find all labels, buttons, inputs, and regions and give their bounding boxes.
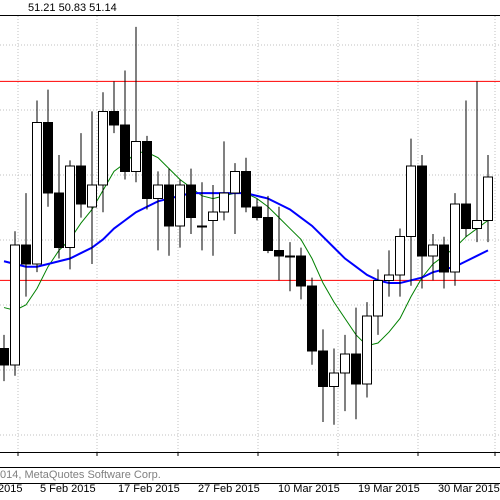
x-axis-labels: 2015 5 Feb 2015 17 Feb 2015 27 Feb 2015 10 M… [0, 483, 500, 497]
candlestick-chart[interactable] [0, 0, 500, 500]
x-axis-label: 27 Feb 2015 [198, 483, 260, 495]
price-header: 51.21 50.83 51.14 [28, 2, 117, 14]
x-axis-label: 19 Mar 2015 [358, 483, 420, 495]
x-axis-label: 17 Feb 2015 [118, 483, 180, 495]
x-axis-label: 30 Mar 2015 [438, 483, 500, 495]
x-axis-label: 10 Mar 2015 [278, 483, 340, 495]
x-axis-label: 2015 [0, 483, 22, 495]
copyright-footer: 014, MetaQuotes Software Corp. [0, 469, 161, 481]
x-axis-label: 5 Feb 2015 [40, 483, 96, 495]
chart-container: 51.21 50.83 51.14 014, MetaQuotes Softwa… [0, 0, 500, 500]
